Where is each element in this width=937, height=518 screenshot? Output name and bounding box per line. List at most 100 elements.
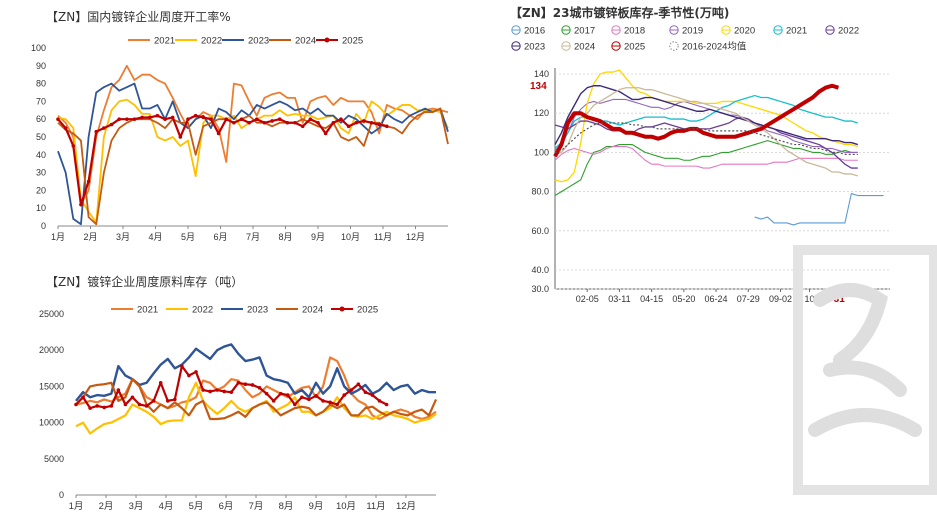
point-2025 <box>170 115 175 120</box>
legend-marker-avg <box>669 41 679 51</box>
point-2025 <box>137 402 142 407</box>
legend-marker-2021 <box>773 25 783 35</box>
point-2025 <box>194 370 198 374</box>
x-tick-label: 2月 <box>83 232 97 242</box>
point-2025 <box>349 388 354 392</box>
point-2025 <box>346 124 351 129</box>
legend-marker-2022 <box>825 25 835 35</box>
point-2025 <box>117 117 121 121</box>
point-2025 <box>328 400 332 405</box>
x-tick-label: 3月 <box>129 501 144 512</box>
point-2025 <box>187 373 191 378</box>
point-2025 <box>102 405 107 410</box>
point-2025 <box>102 126 106 130</box>
legend-marker-2025 <box>611 41 621 51</box>
point-2025 <box>247 120 251 125</box>
point-2025 <box>255 117 259 121</box>
x-tick-label: 6月 <box>219 501 234 512</box>
y-tick-label: 80 <box>36 79 46 89</box>
point-2025 <box>362 119 366 123</box>
point-2025 <box>158 380 163 385</box>
point-2025 <box>180 364 184 368</box>
legend-label-2018: 2018 <box>624 26 645 37</box>
legend-label-2016: 2016 <box>524 26 545 37</box>
chart-city-inventory-plot: 2016 2017 2018 2019 2020 2021 2022 2023 2024 2025… <box>511 25 890 305</box>
x-tick-label: 10月 <box>341 232 360 242</box>
chart-operating-rate-title: 【ZN】国内镀锌企业周度开工率% <box>46 10 231 24</box>
y-tick-label: 10 <box>36 203 46 213</box>
x-tick-label: 9月 <box>309 501 324 512</box>
point-2025 <box>186 117 190 121</box>
point-2025 <box>285 120 290 125</box>
point-2025 <box>201 388 205 392</box>
seal-logo <box>793 245 937 495</box>
point-2025 <box>56 117 60 121</box>
x-tick-label: 2月 <box>99 501 114 512</box>
point-2025 <box>277 117 282 121</box>
legend-label-2023: 2023 <box>247 305 268 316</box>
point-2025 <box>79 202 83 207</box>
y-tick-label: 140 <box>534 69 549 79</box>
point-2025 <box>293 402 297 407</box>
point-2025 <box>377 122 381 127</box>
point-2025 <box>151 399 156 403</box>
point-2025 <box>201 115 206 120</box>
series-line-2021 <box>554 94 858 149</box>
point-2025 <box>224 117 229 121</box>
series-line-2020 <box>554 69 858 183</box>
y-tick-label: 0 <box>41 221 46 231</box>
point-2025 <box>356 382 361 387</box>
legend-marker-2016 <box>511 25 521 35</box>
legend-marker-2019 <box>669 25 679 35</box>
legend-label-2017: 2017 <box>574 26 595 37</box>
x-tick-label: 7月 <box>249 501 264 512</box>
legend-label-2023: 2023 <box>524 42 545 53</box>
legend-label-2020: 2020 <box>734 26 755 37</box>
legend-marker-2024 <box>561 41 571 51</box>
point-2025 <box>193 113 198 118</box>
legend-label-2024: 2024 <box>574 42 595 53</box>
series-line-2016-2024均值 <box>554 122 858 155</box>
point-2025 <box>109 404 114 408</box>
legend-label-2023: 2023 <box>248 36 269 47</box>
point-2025 <box>94 129 99 134</box>
point-2025 <box>264 391 269 396</box>
point-2025 <box>222 389 227 394</box>
point-2025 <box>208 389 212 394</box>
point-2025 <box>116 388 121 392</box>
y-tick-label: 30.0 <box>531 284 549 294</box>
point-2025 <box>316 120 320 125</box>
y-tick-label: 80.0 <box>531 187 549 197</box>
point-2025 <box>285 393 290 397</box>
legend-marker-2017 <box>561 25 571 35</box>
legend-label-2024: 2024 <box>295 36 316 47</box>
x-tick-label: 10 <box>804 294 814 304</box>
point-2025 <box>369 120 374 125</box>
point-2025 <box>81 395 85 400</box>
x-tick-label: 5月 <box>189 501 204 512</box>
y-tick-label: 20 <box>36 185 46 195</box>
y-tick-label: 50 <box>36 132 46 142</box>
legend-label-2021: 2021 <box>786 26 807 37</box>
point-2025 <box>307 397 311 402</box>
y-tick-label: 60.0 <box>531 226 549 236</box>
x-tick-label: 7月 <box>246 232 260 242</box>
point-2025 <box>314 394 318 398</box>
point-2025 <box>163 117 167 121</box>
highlight-value-label: 134 <box>530 81 547 92</box>
point-2025 <box>300 395 304 400</box>
y-tick-label: 120 <box>534 108 549 118</box>
x-tick-label: 12月 <box>396 501 416 512</box>
legend-label-2019: 2019 <box>682 26 703 37</box>
point-2025 <box>63 126 68 130</box>
point-2025 <box>229 390 234 394</box>
x-tick-label: 9月 <box>311 232 325 242</box>
point-2025 <box>278 391 283 396</box>
x-tick-label: 09-02 <box>769 294 792 304</box>
point-2025 <box>335 402 339 407</box>
point-2025 <box>144 404 149 408</box>
y-tick-label: 30 <box>36 168 46 178</box>
point-2025 <box>321 399 325 403</box>
legend-label-2021: 2021 <box>137 305 158 316</box>
x-tick-label: 1月 <box>51 232 65 242</box>
